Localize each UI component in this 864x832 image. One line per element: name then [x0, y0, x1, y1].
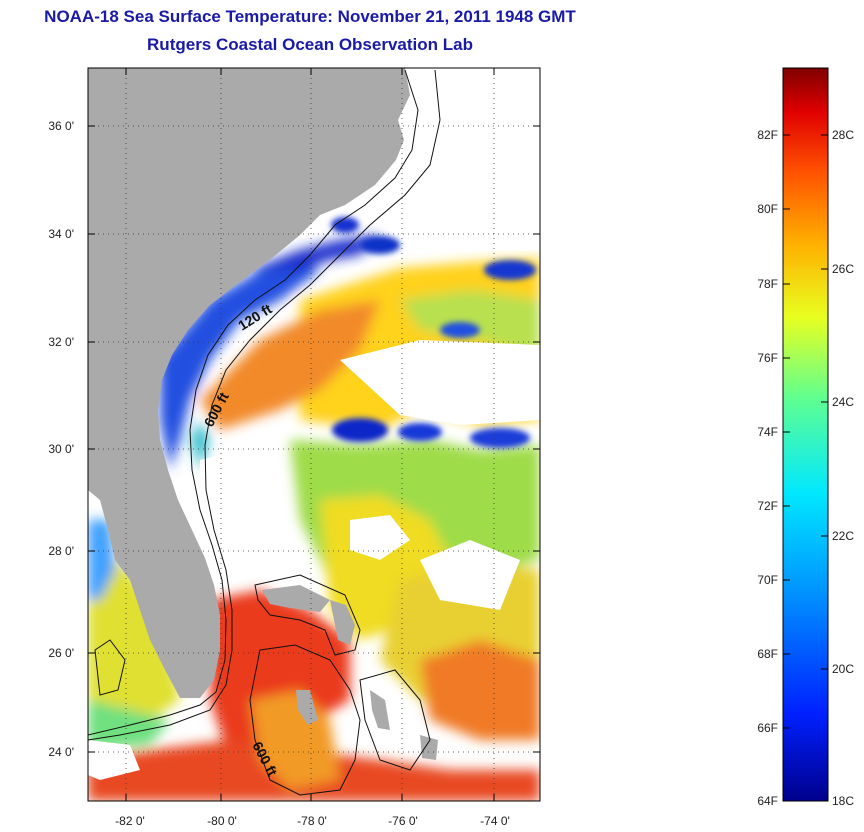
lat-label: 36 0' [48, 119, 74, 133]
sst-orange-band [200, 300, 380, 430]
island-grand-bahama [262, 585, 330, 612]
contour-eleuthera-bank [359, 669, 431, 771]
cloud-region [340, 340, 540, 425]
land-mainland [88, 68, 410, 698]
colorbar-gradient [782, 67, 829, 802]
island-small [180, 600, 190, 610]
colorbar-label-f: 66F [757, 721, 778, 735]
cloud-mask [88, 68, 540, 780]
colorbar-label-c: 28C [832, 128, 854, 142]
cold-patch [332, 418, 388, 442]
island-andros [296, 690, 318, 725]
colorbar-label-c: 20C [832, 662, 854, 676]
map-subtitle: Rutgers Coastal Ocean Observation Lab [147, 35, 473, 54]
lat-label: 24 0' [48, 745, 74, 759]
cold-patches [331, 217, 536, 448]
island-eleuthera [370, 690, 390, 730]
colorbar-ticks [783, 134, 828, 729]
lat-label: 28 0' [48, 544, 74, 558]
cold-patch [331, 217, 359, 233]
sst-blue-gulf [88, 520, 115, 600]
contour-120ft [88, 69, 419, 736]
colorbar-label-f: 82F [757, 128, 778, 142]
colorbar-label-f: 72F [757, 499, 778, 513]
colorbar-label-c: 18C [832, 794, 854, 808]
contour-gulf-shelf [94, 639, 126, 696]
lon-label: -78 0' [297, 814, 327, 828]
sst-orange-bank [250, 690, 340, 790]
colorbar-label-f: 80F [757, 202, 778, 216]
colorbar-label-f: 76F [757, 351, 778, 365]
sst-yellow-gulf [88, 560, 180, 730]
cloud-region [88, 740, 140, 780]
cloud-region [420, 540, 520, 610]
cold-patch [484, 260, 536, 280]
lon-label: -74 0' [480, 814, 510, 828]
colorbar: 82F 80F 78F 76F 74F 72F 70F 68F 66F 64F … [757, 67, 854, 808]
cloud-region [360, 68, 540, 250]
bathymetry-contours [88, 69, 441, 796]
cloud-region [200, 450, 270, 560]
colorbar-label-c: 22C [832, 529, 854, 543]
colorbar-label-f: 68F [757, 647, 778, 661]
map-title: NOAA-18 Sea Surface Temperature: Novembe… [44, 7, 576, 26]
lon-label: -82 0' [115, 814, 145, 828]
cold-patch [440, 322, 480, 338]
sst-orange-southeast [420, 640, 540, 740]
contour-great-bahama-bank [249, 644, 361, 796]
cold-patch [470, 428, 530, 448]
lat-label: 26 0' [48, 646, 74, 660]
bahamas-islands [180, 585, 438, 760]
sst-map: 120 ft 600 ft 600 ft [88, 68, 540, 801]
cold-patch [360, 236, 400, 254]
sst-blue-northern-shelf [250, 235, 380, 270]
graticule [88, 68, 540, 801]
lon-label: -76 0' [388, 814, 418, 828]
lat-label: 32 0' [48, 335, 74, 349]
cold-patch [398, 423, 442, 441]
island-exuma [420, 735, 438, 760]
lat-label: 34 0' [48, 227, 74, 241]
lat-label: 30 0' [48, 442, 74, 456]
lon-label: -80 0' [207, 814, 237, 828]
contour-little-bahama-bank [254, 574, 361, 656]
map-frame [87, 67, 541, 802]
colorbar-label-f: 78F [757, 277, 778, 291]
colorbar-label-f: 70F [757, 573, 778, 587]
sst-cyan-shelf [190, 420, 210, 470]
colorbar-label-c: 26C [832, 262, 854, 276]
colorbar-label-c: 24C [832, 395, 854, 409]
cloud-region [350, 515, 410, 560]
contour-600ft [88, 69, 441, 741]
colorbar-label-f: 74F [757, 425, 778, 439]
island-abaco [330, 600, 355, 645]
colorbar-label-f: 64F [757, 794, 778, 808]
frame-ticks [88, 68, 540, 801]
